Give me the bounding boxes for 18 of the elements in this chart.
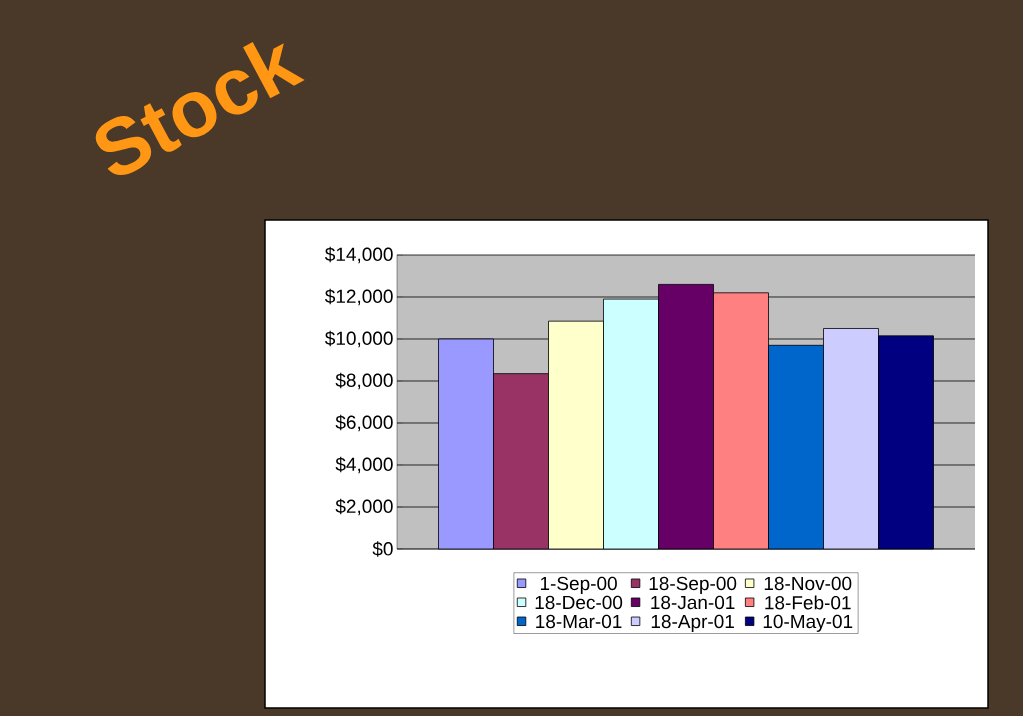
legend-label: 18-Sep-00 (649, 576, 737, 594)
y-tick-label: $6,000 (335, 414, 393, 432)
y-tick-label: $8,000 (335, 372, 393, 390)
y-tick-label: $4,000 (335, 456, 393, 474)
legend-label: 1-Sep-00 (540, 576, 617, 594)
legend-label: 18-Feb-01 (765, 595, 851, 610)
y-tick-label: $14,000 (324, 246, 393, 264)
legend-label: 18-Apr-01 (651, 614, 734, 632)
chart-title: Stock (95, 42, 305, 176)
y-tick-label: $2,000 (335, 498, 393, 516)
legend-label: 18-Mar-01 (536, 614, 622, 629)
legend-label: 18-Dec-00 (535, 595, 623, 610)
legend-label: 18-Jan-01 (651, 595, 735, 610)
y-tick-label: $0 (372, 541, 393, 557)
legend-label: 10-May-01 (763, 614, 853, 632)
legend-label: 18-Nov-00 (764, 576, 852, 591)
y-tick-label: $12,000 (324, 288, 393, 306)
y-tick-label: $10,000 (324, 330, 393, 348)
